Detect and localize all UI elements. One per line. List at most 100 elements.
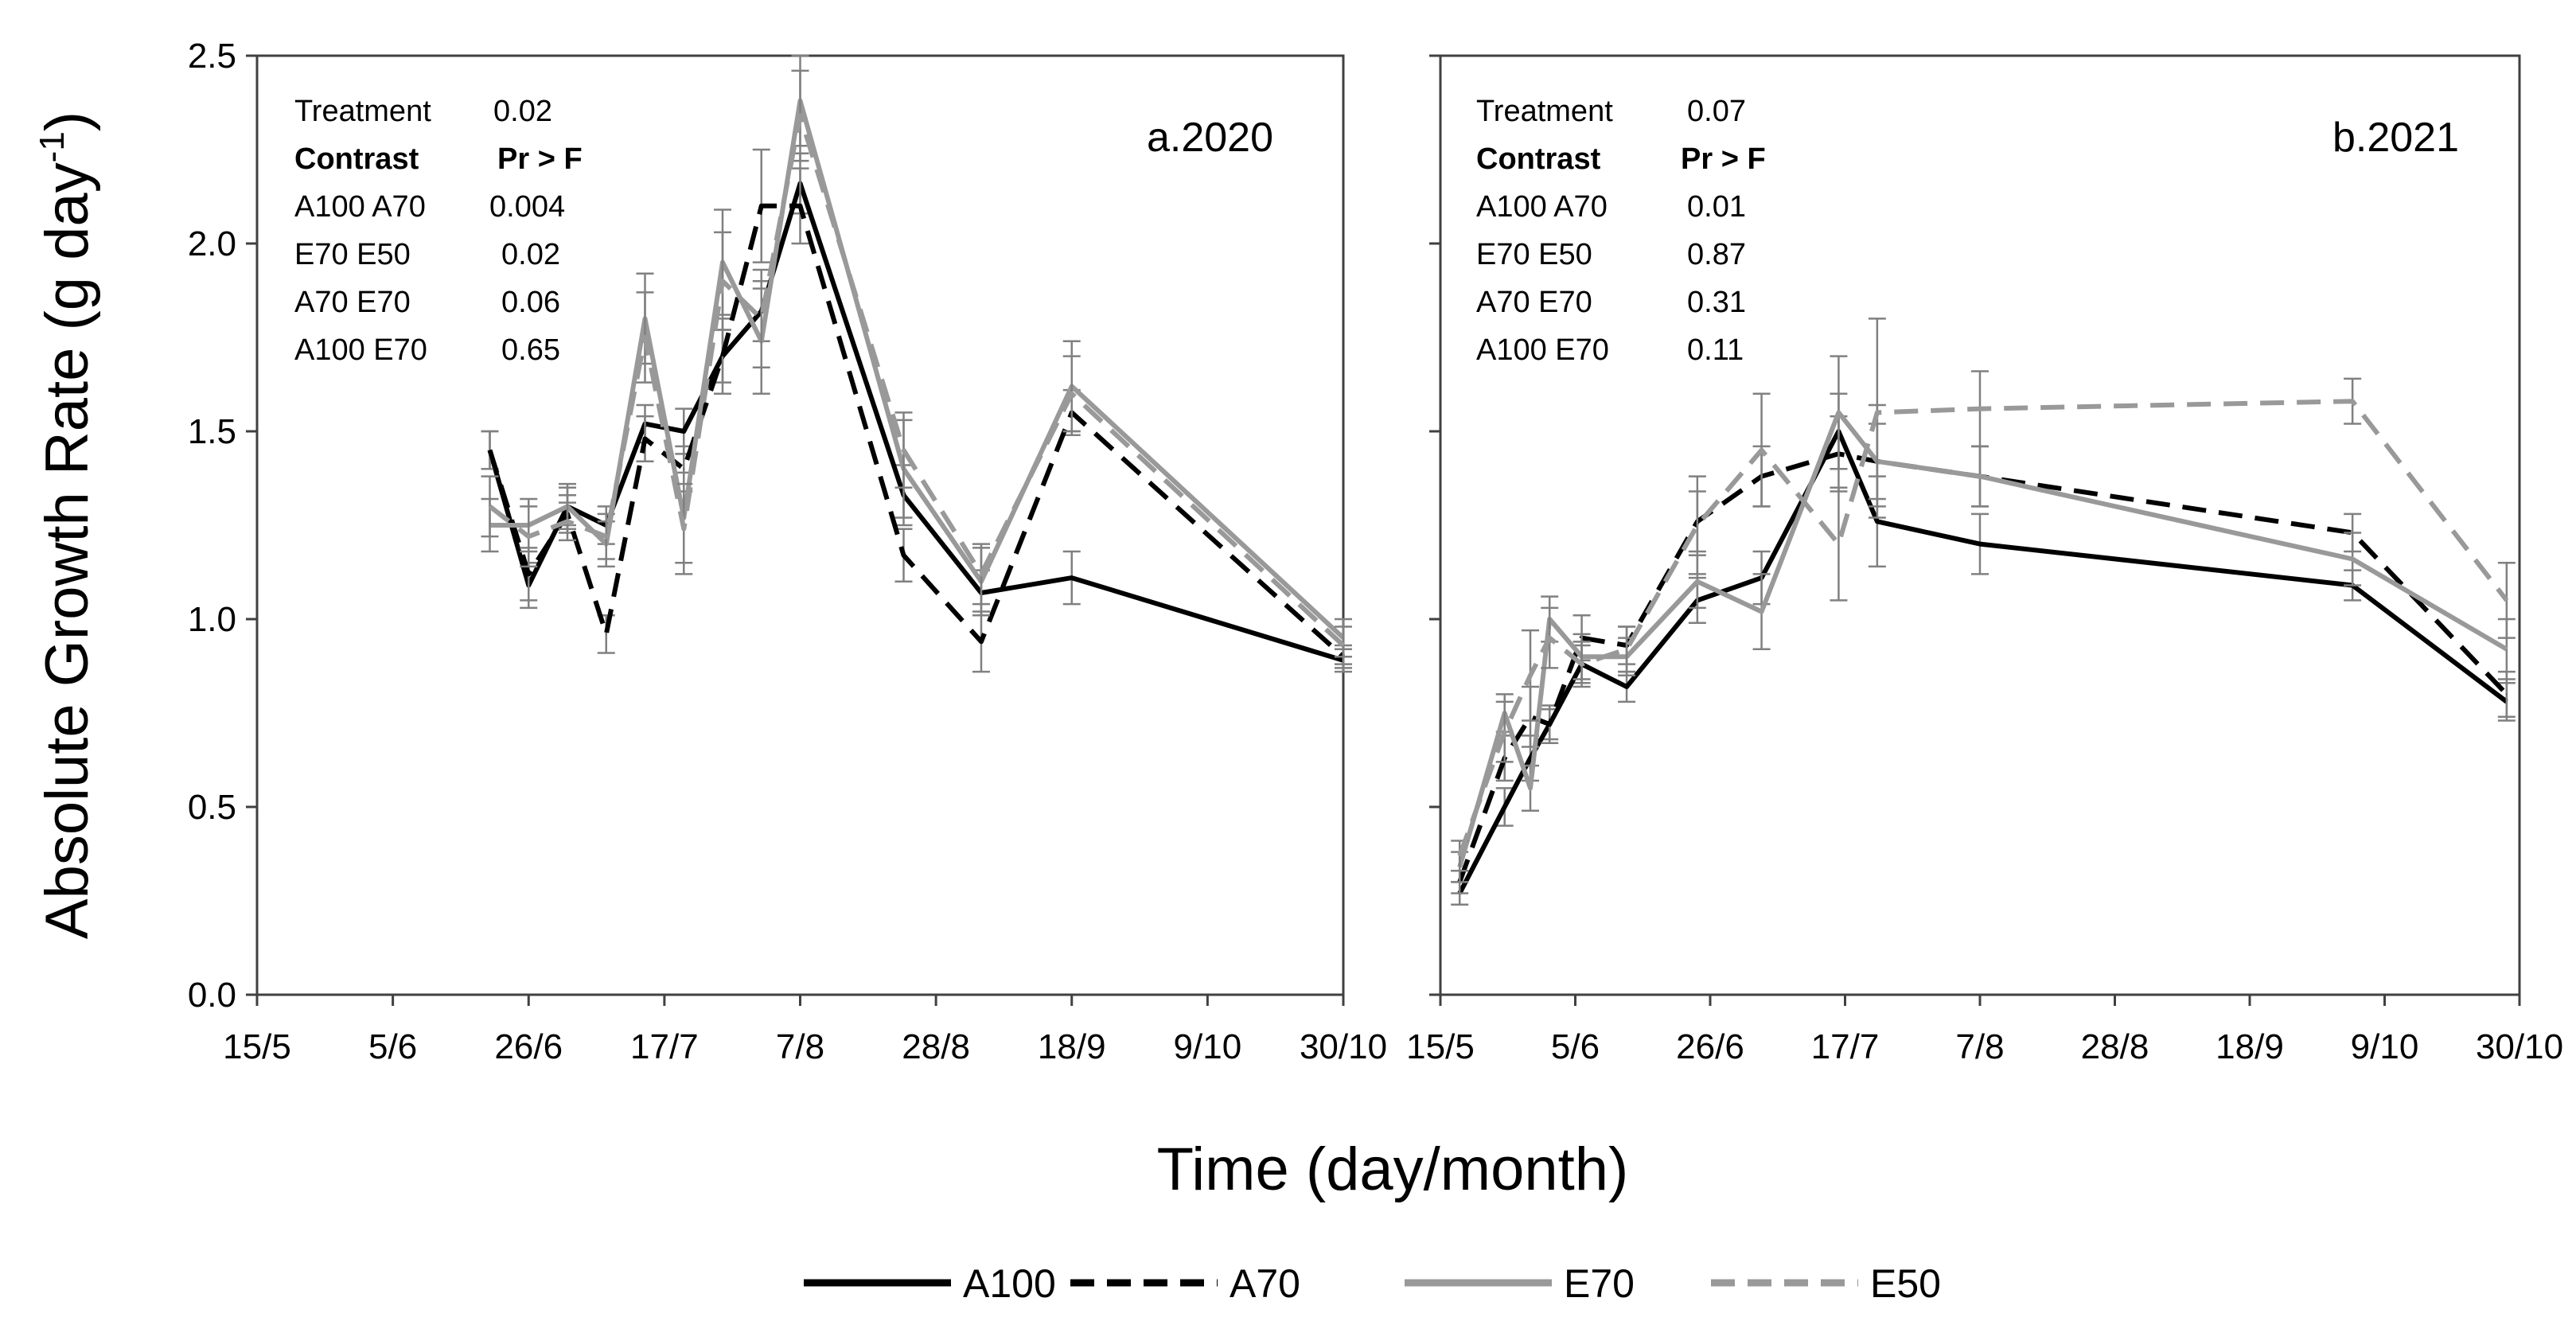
data-point	[2506, 599, 2508, 601]
x-tick-label: 9/10	[2351, 1027, 2419, 1066]
data-point	[1876, 520, 1878, 522]
data-point	[1504, 731, 1506, 733]
x-axis-title: Time (day/month)	[1157, 1136, 1629, 1203]
x-tick-label: 17/7	[1811, 1027, 1880, 1066]
series-e50	[481, 69, 1352, 665]
contrast-label: E70 E50	[294, 238, 411, 271]
series-line	[487, 181, 1344, 663]
treatment-value: 0.07	[1687, 95, 1746, 128]
data-point	[1549, 723, 1550, 725]
data-point	[1979, 476, 1981, 477]
stats-table: Treatment 0.07 Contrast Pr > F A100 A70 …	[1476, 95, 1766, 367]
contrast-label: A100 A70	[1476, 190, 1608, 224]
contrast-value: 0.06	[501, 286, 560, 319]
data-point	[800, 205, 801, 207]
data-point	[567, 520, 568, 522]
contrast-value: 0.01	[1687, 190, 1746, 224]
x-tick-label: 7/8	[1955, 1027, 2004, 1066]
legend-label-e50: E50	[1870, 1261, 1941, 1306]
series-e70	[1451, 355, 2516, 883]
y-tick-label: 0.0	[188, 976, 236, 1015]
contrast-header: Contrast	[294, 142, 419, 176]
x-tick-label: 15/5	[1406, 1027, 1475, 1066]
x-tick-label: 28/8	[2081, 1027, 2149, 1066]
y-tick-label: 1.5	[188, 412, 236, 451]
y-tick-label: 1.0	[188, 600, 236, 639]
x-tick-label: 9/10	[1174, 1027, 1242, 1066]
x-tick-label: 17/7	[630, 1027, 699, 1066]
data-point	[800, 115, 801, 117]
stats-table: Treatment 0.02 Contrast Pr > F A100 A70 …	[294, 95, 583, 367]
x-ticks: 15/5 5/6 26/6 17/7 7/8 28/8 18/9 9/10 30/10	[1406, 995, 2563, 1066]
x-tick-label: 15/5	[223, 1027, 291, 1066]
data-point	[528, 573, 529, 575]
data-point	[1876, 411, 1878, 413]
data-point	[1761, 611, 1763, 613]
panel-label: a.2020	[1147, 115, 1273, 161]
data-point	[1530, 787, 1531, 789]
legend-label-e70: E70	[1564, 1261, 1635, 1306]
x-tick-label: 18/9	[1038, 1027, 1106, 1066]
series-layer	[481, 54, 1352, 673]
series-line	[1457, 399, 2509, 857]
contrast-value: 0.31	[1687, 286, 1746, 319]
x-tick-label: 5/6	[368, 1027, 417, 1066]
contrast-label: E70 E50	[1476, 238, 1592, 271]
x-tick-label: 5/6	[1551, 1027, 1600, 1066]
data-point	[1459, 855, 1460, 856]
contrast-value: 0.65	[501, 333, 560, 367]
x-tick-label: 7/8	[776, 1027, 824, 1066]
pr-f-header: Pr > F	[497, 142, 583, 176]
data-point	[1979, 408, 1981, 410]
panel-label: b.2021	[2332, 115, 2459, 161]
series-a70	[481, 148, 1352, 673]
x-tick-label: 26/6	[494, 1027, 563, 1066]
y-ticks: 0.0 0.5 1.0 1.5 2.0 2.5	[188, 37, 257, 1015]
data-point	[1071, 393, 1073, 395]
panel-b: 15/5 5/6 26/6 17/7 7/8 28/8 18/9 9/10 30/10 b.20…	[1406, 54, 2563, 1066]
series-line	[1457, 410, 2508, 868]
contrast-label: A70 E70	[1476, 286, 1592, 319]
data-point	[1504, 806, 1506, 808]
contrast-label: A100 E70	[294, 333, 427, 367]
treatment-value: 0.02	[493, 95, 552, 128]
data-point	[980, 573, 982, 575]
data-point	[1549, 637, 1550, 639]
pr-f-header: Pr > F	[1681, 142, 1766, 176]
x-tick-label: 30/10	[2476, 1027, 2563, 1066]
data-point	[1837, 411, 1839, 413]
data-point	[1071, 577, 1073, 579]
contrast-header: Contrast	[1476, 142, 1601, 176]
y-tick-label: 2.5	[188, 37, 236, 76]
series-line	[489, 98, 1346, 640]
contrast-label: A100 E70	[1476, 333, 1609, 367]
legend-label-a100: A100	[963, 1261, 1056, 1306]
series-line	[1457, 429, 2508, 894]
treatment-label: Treatment	[1476, 95, 1613, 128]
contrast-value: 0.11	[1687, 333, 1744, 367]
y-ticks	[1429, 54, 1440, 996]
series-a100	[1451, 392, 2516, 906]
contrast-value: 0.02	[501, 238, 560, 271]
series-a100	[481, 152, 1352, 673]
contrast-label: A70 E70	[294, 286, 411, 319]
data-point	[1530, 675, 1531, 676]
contrast-label: A100 A70	[294, 190, 426, 224]
series-line	[1457, 451, 2509, 883]
x-tick-label: 26/6	[1676, 1027, 1744, 1066]
x-tick-label: 28/8	[902, 1027, 970, 1066]
data-point	[980, 641, 982, 642]
contrast-value: 0.004	[489, 190, 565, 224]
data-point	[761, 205, 762, 207]
data-point	[528, 536, 529, 537]
data-point	[1343, 645, 1344, 646]
series-e50	[1451, 318, 2516, 872]
series-layer	[1451, 318, 2516, 906]
data-point	[489, 505, 490, 507]
legend-label-a70: A70	[1230, 1261, 1300, 1306]
x-tick-label: 18/9	[2216, 1027, 2284, 1066]
contrast-value: 0.87	[1687, 238, 1746, 271]
treatment-label: Treatment	[294, 95, 431, 128]
panel-a: 0.0 0.5 1.0 1.5 2.0 2.5 15/5 5/6 26/6 17/7 7/8 28/…	[188, 37, 1387, 1066]
